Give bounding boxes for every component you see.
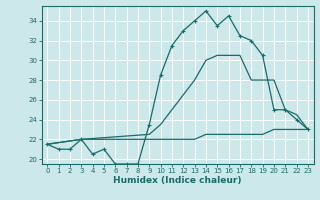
X-axis label: Humidex (Indice chaleur): Humidex (Indice chaleur) <box>113 176 242 185</box>
